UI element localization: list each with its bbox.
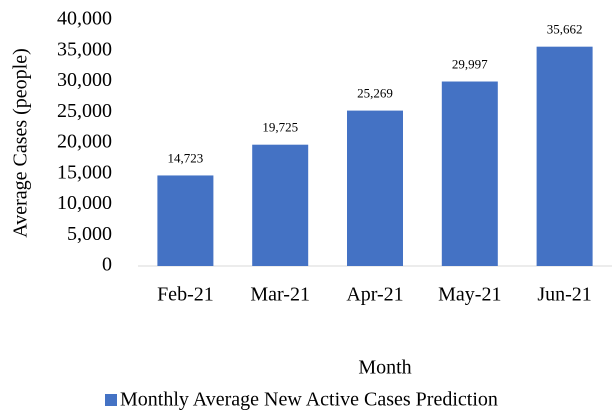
y-tick-label: 20,000 (57, 131, 112, 153)
y-tick-label: 25,000 (57, 100, 112, 122)
y-tick-label: 10,000 (57, 192, 112, 214)
bar (536, 46, 593, 267)
y-tick-label: 5,000 (67, 223, 112, 245)
data-label: 25,269 (357, 86, 393, 101)
legend-label: Monthly Average New Active Cases Predict… (120, 389, 498, 411)
y-tick-label: 30,000 (57, 69, 112, 91)
x-axis-title: Month (358, 357, 411, 379)
y-tick-label: 40,000 (57, 8, 112, 30)
data-label: 14,723 (168, 150, 204, 165)
data-label: 35,662 (547, 22, 583, 37)
bar (347, 110, 403, 267)
x-tick-label: May-21 (438, 284, 501, 306)
y-tick-label: 15,000 (57, 161, 112, 183)
bar (252, 144, 309, 266)
bar (441, 81, 498, 266)
y-axis-title: Average Cases (people) (10, 48, 32, 238)
data-label: 19,725 (262, 120, 298, 135)
x-tick-label: Apr-21 (346, 284, 403, 306)
x-tick-label: Mar-21 (250, 284, 310, 306)
legend-swatch (105, 394, 117, 406)
x-tick-label: Jun-21 (537, 284, 591, 306)
y-tick-label: 0 (102, 254, 112, 276)
bar (157, 175, 214, 266)
y-tick-label: 35,000 (57, 38, 112, 60)
x-tick-label: Feb-21 (157, 284, 214, 306)
data-label: 29,997 (452, 57, 488, 72)
